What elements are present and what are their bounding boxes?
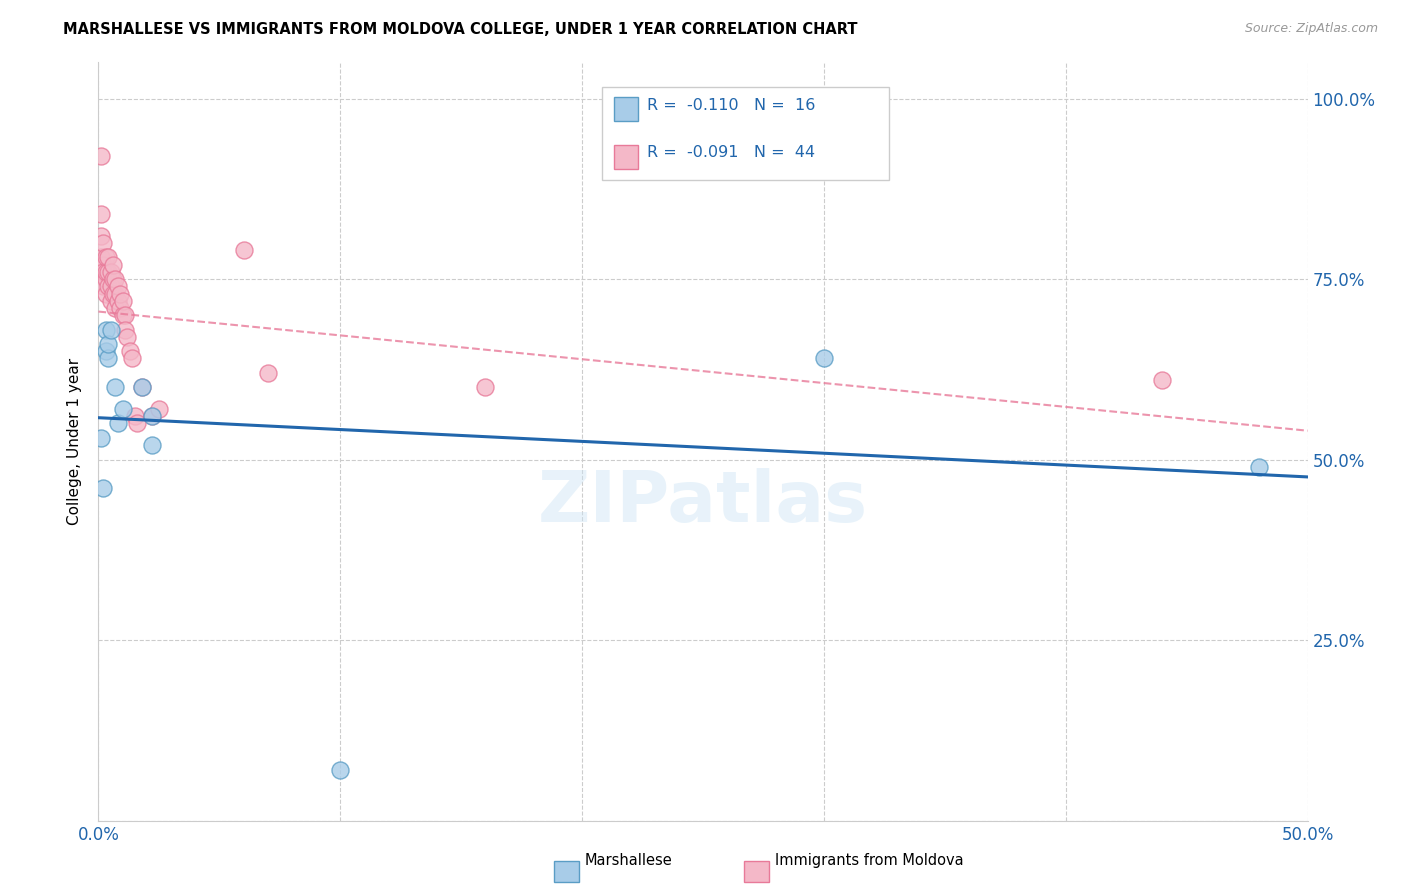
Point	[104, 286, 127, 301]
Point	[97, 265, 120, 279]
Point	[108, 301, 131, 315]
Y-axis label: College, Under 1 year: College, Under 1 year	[67, 358, 83, 525]
Point	[90, 228, 112, 243]
Point	[148, 402, 170, 417]
Point	[97, 251, 120, 265]
Point	[91, 235, 114, 250]
Point	[94, 323, 117, 337]
Point	[131, 380, 153, 394]
Point	[101, 286, 124, 301]
Point	[107, 293, 129, 308]
Point	[101, 258, 124, 272]
Point	[94, 272, 117, 286]
Point	[90, 431, 112, 445]
Text: R =  -0.091   N =  44: R = -0.091 N = 44	[647, 145, 815, 161]
Point	[101, 272, 124, 286]
Point	[91, 258, 114, 272]
Point	[111, 293, 134, 308]
Text: Source: ZipAtlas.com: Source: ZipAtlas.com	[1244, 22, 1378, 36]
Point	[1249, 459, 1271, 474]
Point	[121, 351, 143, 366]
Point	[100, 323, 122, 337]
Point	[127, 417, 149, 431]
Point	[108, 286, 131, 301]
Point	[94, 251, 117, 265]
Text: R =  -0.110   N =  16: R = -0.110 N = 16	[647, 98, 815, 113]
Text: Marshallese: Marshallese	[585, 853, 672, 868]
Text: ZIPatlas: ZIPatlas	[538, 467, 868, 537]
Point	[141, 409, 163, 424]
Point	[141, 409, 163, 424]
Point	[94, 286, 117, 301]
Point	[100, 293, 122, 308]
Point	[111, 308, 134, 322]
Point	[329, 763, 352, 777]
Point	[104, 301, 127, 315]
Point	[97, 351, 120, 366]
Point	[91, 482, 114, 496]
Point	[104, 380, 127, 394]
Point	[114, 308, 136, 322]
Point	[232, 243, 254, 257]
Text: MARSHALLESE VS IMMIGRANTS FROM MOLDOVA COLLEGE, UNDER 1 YEAR CORRELATION CHART: MARSHALLESE VS IMMIGRANTS FROM MOLDOVA C…	[63, 22, 858, 37]
Point	[97, 279, 120, 293]
Point	[131, 380, 153, 394]
Point	[117, 330, 139, 344]
Text: Immigrants from Moldova: Immigrants from Moldova	[775, 853, 963, 868]
Point	[91, 265, 114, 279]
Point	[141, 438, 163, 452]
Point	[118, 344, 141, 359]
Point	[111, 402, 134, 417]
Point	[104, 272, 127, 286]
Point	[124, 409, 146, 424]
Point	[91, 279, 114, 293]
Point	[474, 380, 496, 394]
Point	[94, 265, 117, 279]
Point	[256, 366, 278, 380]
Point	[97, 337, 120, 351]
Point	[813, 351, 835, 366]
Point	[107, 417, 129, 431]
Point	[114, 323, 136, 337]
Point	[1152, 373, 1174, 387]
Point	[90, 149, 112, 163]
Point	[90, 207, 112, 221]
Point	[90, 251, 112, 265]
Point	[107, 279, 129, 293]
Point	[94, 344, 117, 359]
Point	[100, 279, 122, 293]
Point	[100, 265, 122, 279]
